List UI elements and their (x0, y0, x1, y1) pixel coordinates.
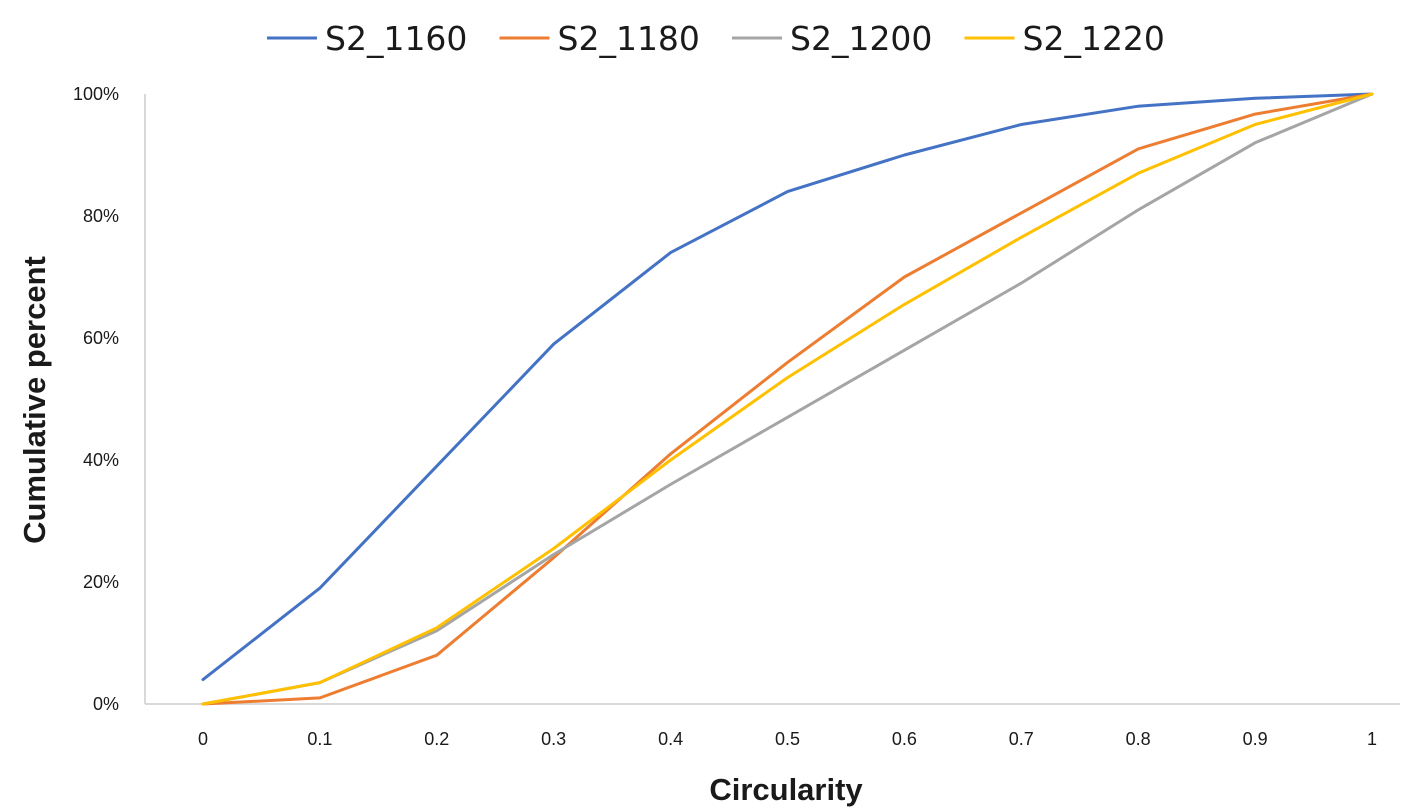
x-tick-label: 0.1 (307, 729, 332, 749)
x-tick-label: 0.2 (424, 729, 449, 749)
y-axis-title: Cumulative percent (17, 256, 52, 544)
y-tick-label: 100% (73, 84, 119, 104)
legend-label: S2_1180 (558, 19, 700, 58)
x-axis-title: Circularity (709, 772, 863, 807)
x-tick-label: 0.5 (775, 729, 800, 749)
legend: S2_1160 S2_1180 S2_1200 S2_1220 (267, 19, 1165, 58)
x-tick-label: 0.6 (892, 729, 917, 749)
y-tick-labels: 0% 20% 40% 60% 80% 100% (73, 84, 119, 714)
legend-label: S2_1220 (1023, 19, 1165, 58)
series-line-s2-1160 (201, 92, 1374, 682)
x-tick-label: 0.3 (541, 729, 566, 749)
series-line-s2-1180 (201, 92, 1374, 706)
legend-item: S2_1220 (964, 19, 1165, 58)
x-tick-label: 0 (198, 729, 208, 749)
y-tick-label: 60% (83, 328, 119, 348)
series-lines (201, 92, 1374, 706)
x-tick-label: 0.7 (1009, 729, 1034, 749)
legend-label: S2_1160 (325, 19, 467, 58)
legend-item: S2_1160 (267, 19, 467, 58)
x-tick-label: 1 (1367, 729, 1377, 749)
series-line-s2-1220 (201, 92, 1374, 706)
y-tick-label: 20% (83, 572, 119, 592)
x-tick-labels: 0 0.1 0.2 0.3 0.4 0.5 0.6 0.7 0.8 0.9 1 (198, 729, 1377, 749)
series-line-s2-1200 (201, 92, 1374, 706)
x-tick-label: 0.9 (1243, 729, 1268, 749)
y-tick-label: 40% (83, 450, 119, 470)
x-tick-label: 0.8 (1126, 729, 1151, 749)
x-tick-label: 0.4 (658, 729, 683, 749)
legend-item: S2_1200 (732, 19, 932, 58)
y-tick-label: 0% (93, 694, 119, 714)
legend-item: S2_1180 (499, 19, 700, 58)
legend-label: S2_1200 (790, 19, 932, 58)
y-tick-label: 80% (83, 206, 119, 226)
axes (144, 94, 1400, 705)
